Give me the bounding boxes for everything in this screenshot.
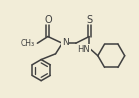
Text: CH₃: CH₃: [20, 39, 34, 48]
Text: O: O: [44, 15, 52, 25]
Text: HN: HN: [77, 44, 90, 54]
Text: N: N: [62, 38, 69, 47]
Text: S: S: [86, 15, 92, 25]
